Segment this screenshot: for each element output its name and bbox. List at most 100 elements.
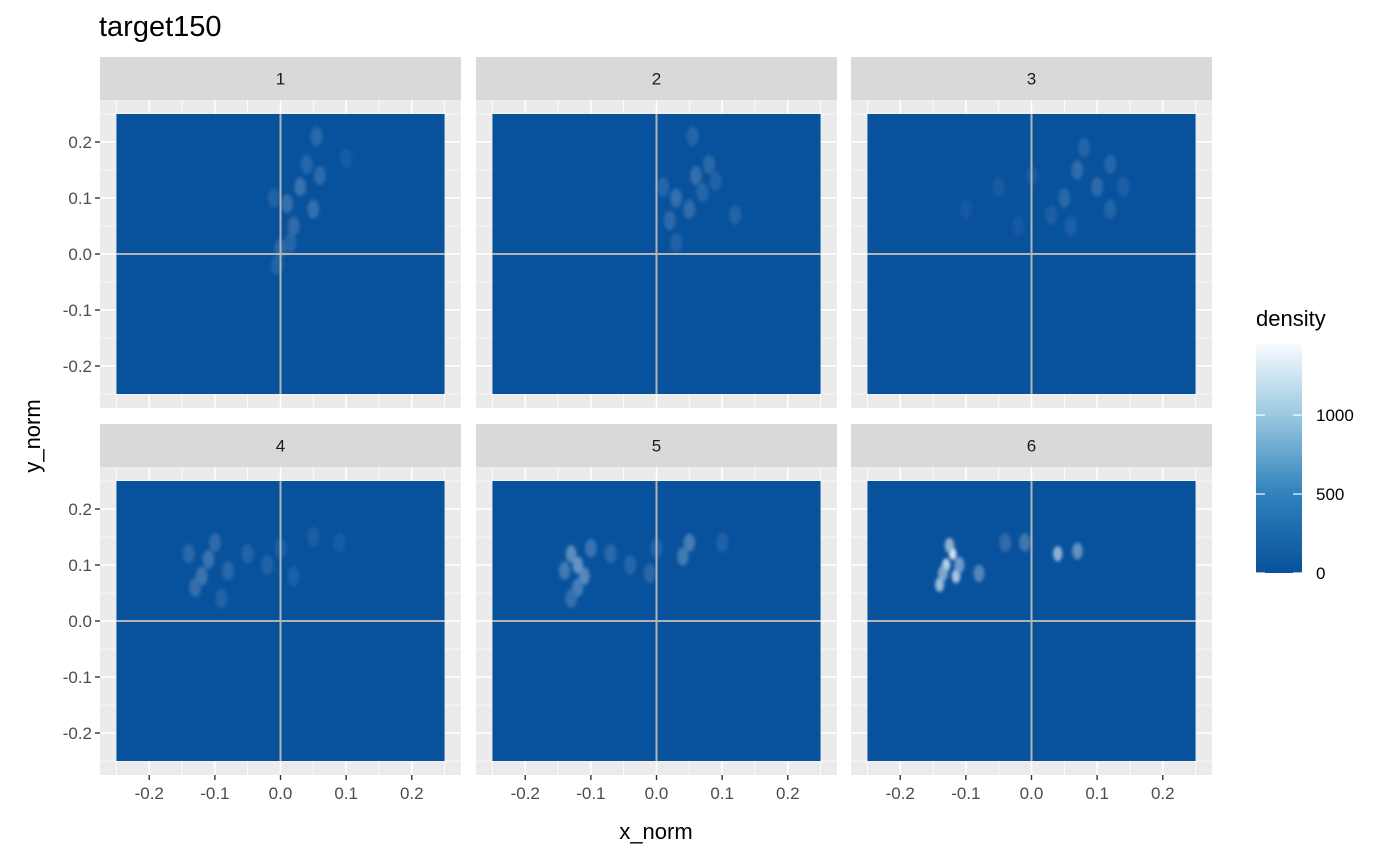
density-hotspot: [1045, 204, 1058, 225]
density-hotspot: [1091, 177, 1104, 197]
facet-label-6: 6: [1027, 437, 1036, 456]
x-tick-label: 0.0: [645, 784, 669, 803]
density-hotspot: [959, 199, 973, 220]
density-hotspot: [267, 188, 281, 208]
density-hotspot: [999, 532, 1012, 553]
facet-label-3: 3: [1027, 70, 1036, 89]
density-hotspot: [333, 532, 346, 553]
density-hotspot: [572, 556, 583, 574]
density-hotspot: [624, 555, 637, 575]
density-hotspot: [1012, 215, 1025, 237]
panel-3: 3: [851, 57, 1212, 408]
density-hotspots-6: [935, 532, 1083, 592]
density-hotspot: [729, 204, 742, 225]
density-hotspot: [585, 538, 597, 558]
facet-strip-6: [851, 424, 1212, 467]
panel-5: 5: [476, 424, 837, 775]
density-hotspot: [683, 533, 695, 552]
x-axis-title: x_norm: [619, 819, 692, 844]
x-tick-label: -0.2: [511, 784, 540, 803]
density-hotspot: [307, 199, 320, 219]
facet-strip-2: [476, 57, 837, 100]
density-hotspot: [294, 177, 306, 197]
density-hotspot: [938, 565, 948, 582]
density-hotspot: [670, 232, 683, 253]
x-tick-label: -0.2: [135, 784, 164, 803]
density-legend: density 0 500 1000: [1256, 306, 1354, 583]
facet-strip-1: [100, 57, 461, 100]
density-hotspot: [683, 199, 696, 219]
density-hotspot: [307, 526, 320, 548]
density-hotspot: [241, 543, 254, 564]
facet-label-2: 2: [652, 70, 661, 89]
y-tick-label: -0.2: [63, 724, 92, 743]
panel-2: 2: [476, 57, 837, 408]
legend-break-label: 500: [1316, 485, 1344, 504]
density-hotspot: [1071, 160, 1084, 180]
density-hotspot: [300, 154, 313, 175]
x-tick-label: -0.2: [886, 784, 915, 803]
density-hotspot: [657, 177, 670, 197]
density-hotspot: [1077, 137, 1091, 158]
density-hotspot: [1104, 199, 1117, 220]
density-hotspot: [287, 566, 300, 587]
density-hotspot: [677, 547, 689, 566]
density-hotspot: [696, 182, 709, 203]
density-hotspot: [182, 544, 195, 564]
density-hotspot: [716, 532, 729, 553]
facet-strip-4: [100, 424, 461, 467]
density-hotspot: [222, 560, 234, 581]
density-hotspot: [686, 126, 699, 147]
y-tick-label: 0.0: [68, 612, 92, 631]
density-hotspot: [709, 171, 722, 192]
x-axis-ticks: -0.2 -0.1 0.0 0.1 0.2 -0.2 -0.1 0.0 0.1 0.2 -0.2 -0…: [135, 775, 1175, 803]
density-hotspot: [1117, 176, 1130, 197]
facet-panels: 1 2 3 4 5 6: [100, 57, 1212, 775]
density-hotspot: [578, 567, 590, 585]
density-hotspot: [189, 577, 202, 597]
facet-strip-5: [476, 424, 837, 467]
density-hotspot: [663, 210, 676, 231]
density-hotspots-3: [959, 137, 1130, 237]
legend-break-label: 0: [1316, 564, 1325, 583]
density-hotspot: [1064, 216, 1078, 236]
legend-break-label: 1000: [1316, 406, 1354, 425]
panel-4: 4: [100, 424, 461, 775]
x-tick-label: 0.2: [1151, 784, 1175, 803]
y-tick-label: -0.2: [63, 357, 92, 376]
density-hotspots-5: [558, 532, 729, 609]
x-tick-label: -0.1: [200, 784, 229, 803]
density-hotspot: [565, 545, 577, 563]
x-tick-label: 0.1: [710, 784, 734, 803]
chart-title: target150: [99, 11, 222, 43]
y-tick-label: 0.1: [68, 189, 92, 208]
density-hotspot: [670, 188, 683, 208]
density-hotspot: [261, 555, 274, 575]
y-tick-label: 0.0: [68, 245, 92, 264]
x-tick-label: 0.0: [1020, 784, 1044, 803]
density-hotspot: [565, 589, 577, 609]
density-hotspot: [339, 148, 353, 169]
density-hotspot: [643, 563, 656, 584]
density-hotspot: [202, 550, 215, 569]
density-hotspot: [604, 544, 617, 564]
panel-6: 6: [851, 424, 1212, 775]
legend-title: density: [1256, 306, 1326, 331]
facet-label-5: 5: [652, 437, 661, 456]
density-hotspot: [208, 533, 221, 553]
density-hotspot: [992, 176, 1005, 197]
density-hotspot: [287, 216, 300, 236]
density-hotspot: [690, 166, 702, 186]
legend-colorbar: [1256, 344, 1302, 573]
x-tick-label: 0.1: [1085, 784, 1109, 803]
density-hotspot: [1019, 533, 1031, 552]
density-hotspot: [284, 233, 297, 253]
facet-label-1: 1: [276, 70, 285, 89]
y-axis-ticks: 0.2 0.1 0.0 -0.1 -0.2 0.2 0.1 0.0 -0.1 -0.2: [63, 133, 100, 743]
x-tick-label: 0.1: [334, 784, 358, 803]
density-hotspot: [558, 561, 571, 580]
y-tick-label: -0.1: [63, 668, 92, 687]
density-hotspots-2: [657, 126, 742, 253]
panel-1: 1: [100, 57, 461, 408]
